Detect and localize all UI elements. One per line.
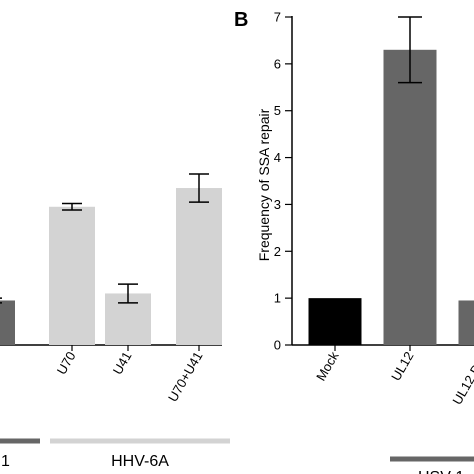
x-tick-label-b-2: UL12 D34 — [449, 349, 474, 407]
y-tick-label-3: 3 — [274, 197, 281, 212]
x-tick-label-b-1: UL12 — [388, 349, 417, 383]
y-tick-label-2: 2 — [274, 244, 281, 259]
bar-b-0 — [308, 298, 362, 345]
group-label-a-left: 1 — [1, 453, 10, 470]
panel-b: B Frequency of SSA repair 0 1 2 3 4 5 6 7 Mock UL… — [234, 9, 474, 474]
bar-a-0 — [0, 300, 15, 345]
group-label-b: HSV-1 — [418, 469, 464, 474]
y-tick-label-0: 0 — [274, 338, 281, 353]
y-tick-label-5: 5 — [274, 103, 281, 118]
bar-a-1 — [49, 206, 95, 345]
y-tick-label-1: 1 — [274, 291, 281, 306]
bar-a-3 — [176, 188, 222, 345]
y-tick-label-6: 6 — [274, 56, 281, 71]
x-tick-label-a-2: U41 — [110, 349, 135, 377]
x-tick-label-a-3: U70+U41 — [165, 349, 206, 404]
panel-letter-b: B — [234, 9, 248, 31]
bar-b-2 — [458, 300, 474, 345]
x-tick-label-b-0: Mock — [313, 349, 342, 384]
y-axis-title: Frequency of SSA repair — [256, 108, 272, 261]
y-tick-label-7: 7 — [274, 10, 281, 25]
group-label-a-right: HHV-6A — [111, 453, 169, 470]
x-tick-label-a-1: U70 — [54, 349, 79, 377]
y-tick-label-4: 4 — [274, 150, 281, 165]
bar-b-1 — [383, 49, 437, 346]
